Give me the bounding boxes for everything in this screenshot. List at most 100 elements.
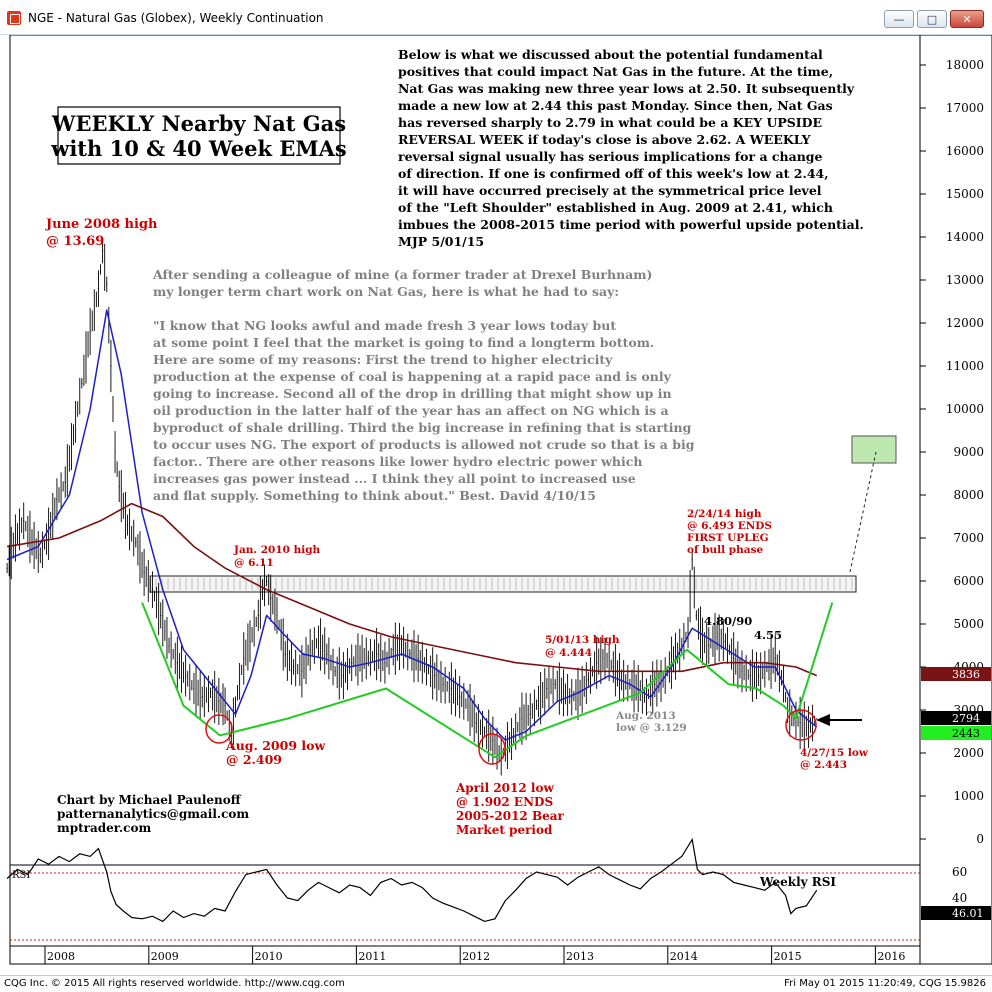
chart-credit: mptrader.com [57,821,151,835]
price-point [310,649,311,650]
window-title: NGE - Natural Gas (Globex), Weekly Conti… [28,11,324,25]
price-point [210,692,211,693]
price-point [538,701,539,702]
may2013-high-label: 5/01/13 high [545,634,620,646]
ema40-value: 3836 [952,668,980,681]
close-button[interactable]: ✕ [950,10,984,28]
price-point [555,684,556,685]
top-commentary-line: it will have occurred precisely at the s… [398,183,822,198]
quote-commentary-line: oil production in the latter half of the… [153,403,669,418]
price-point [90,331,91,332]
price-point [218,701,219,702]
top-commentary-line: MJP 5/01/15 [398,234,484,249]
price-point [177,662,178,663]
june2008-high-label: @ 13.69 [46,234,104,249]
price-point [501,757,502,758]
y-tick-label: 2000 [953,746,984,760]
price-point [702,641,703,642]
x-tick-label: 2010 [255,950,283,963]
price-point [426,666,427,667]
last-price-value: 2794 [952,712,980,725]
maximize-icon: □ [927,13,937,26]
x-tick-label: 2008 [47,950,75,963]
x-tick-label: 2014 [670,950,698,963]
quote-commentary-line: my longer term chart work on Nat Gas, he… [153,284,619,299]
price-point [808,727,809,728]
top-commentary-line: REVERSAL WEEK if today's close is above … [398,132,812,147]
price-point [687,632,688,633]
top-commentary-line: Below is what we discussed about the pot… [398,47,823,62]
price-point [110,365,111,366]
quote-commentary-line: and flat supply. Something to think abou… [153,488,596,503]
price-point [467,705,468,706]
price-point [604,658,605,659]
maximize-button[interactable]: □ [917,10,947,28]
x-tick-label: 2009 [151,950,179,963]
price-point [168,645,169,646]
chart-credit: Chart by Michael Paulenoff [57,793,242,807]
price-point [368,658,369,659]
price-point [546,688,547,689]
quote-commentary-line: "I know that NG looks awful and made fre… [153,318,616,333]
feb2014-high-label: 2/24/14 high [687,508,762,520]
price-point [127,525,128,526]
price-point [692,559,693,560]
quote-commentary-line: to occur uses NG. The export of products… [153,437,695,452]
price-point [530,714,531,715]
price-point [401,645,402,646]
price-point [65,482,66,483]
price-point [185,675,186,676]
price-point [81,383,82,384]
price-chart[interactable]: 0100020003000400050006000700080009000100… [0,35,992,975]
chart-credit: patternanalytics@gmail.com [57,807,249,821]
price-point [384,662,385,663]
feb2014-high-label: @ 6.493 ENDS [687,520,772,532]
copyright-text: CQG Inc. © 2015 All rights reserved worl… [4,978,345,989]
price-point [393,649,394,650]
price-point [262,589,263,590]
quote-commentary-line: factor.. There are other reasons like lo… [153,454,642,469]
price-point [418,658,419,659]
price-point [102,250,103,251]
quote-commentary-line: byproduct of shale drilling. Third the b… [153,420,692,435]
price-point [237,692,238,693]
price-point [708,645,709,646]
y-tick-label: 8000 [953,488,984,502]
price-point [775,658,776,659]
apr2012-low-label: 2005-2012 Bear [456,809,565,823]
top-commentary-line: reversal signal usually has serious impl… [398,149,823,164]
y-tick-label: 14000 [946,230,984,244]
chart-title-line: with 10 & 40 Week EMAs [50,136,347,161]
top-commentary-line: imbues the 2008-2015 time period with po… [398,217,864,232]
jan2010-high-label: @ 6.11 [234,557,274,569]
price-point [98,288,99,289]
chart-title: WEEKLY Nearby Nat Gaswith 10 & 40 Week E… [50,111,347,161]
price-point [459,697,460,698]
price-point [733,658,734,659]
feb2014-high-label: of bull phase [687,544,763,556]
y-tick-label: 7000 [953,531,984,545]
y-tick-label: 9000 [953,445,984,459]
aug2013-low-label: Aug. 2013 [615,710,676,722]
price-point [741,671,742,672]
price-point [750,675,751,676]
price-point [343,675,344,676]
timestamp-text: Fri May 01 2015 11:20:49, CQG 15.9826 [784,978,986,989]
price-point [56,499,57,500]
price-point [276,615,277,616]
minimize-button[interactable]: — [884,10,914,28]
price-point [613,666,614,667]
y-tick-label: 1000 [953,789,984,803]
x-tick-label: 2016 [877,950,905,963]
price-point [476,722,477,723]
app-icon [7,11,21,25]
price-point [725,641,726,642]
price-point [434,675,435,676]
june2008-high-label: June 2008 high [45,217,158,232]
quote-commentary-line: production at the expense of coal is hap… [153,369,672,384]
price-point [484,731,485,732]
low-value: 2443 [952,727,980,740]
price-point [270,598,271,599]
top-commentary-line: of direction. If one is confirmed off of… [398,166,829,181]
price-point [376,654,377,655]
